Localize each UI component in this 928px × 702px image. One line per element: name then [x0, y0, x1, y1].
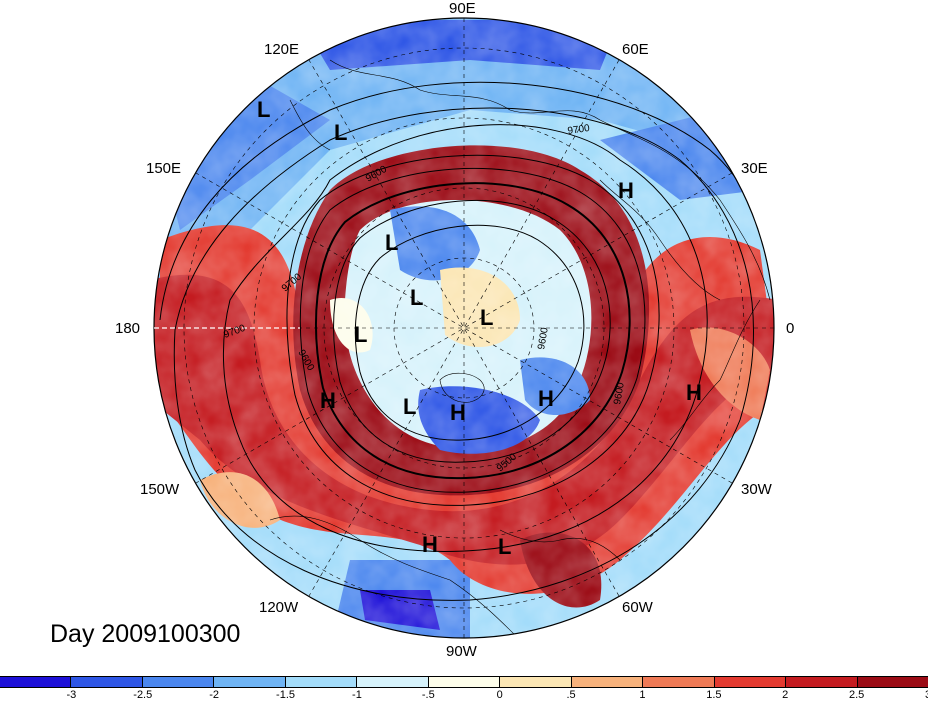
- longitude-label-30w: 30W: [741, 481, 772, 498]
- anomaly-field: [154, 18, 774, 638]
- colorbar-swatch: [786, 677, 858, 687]
- colorbar-swatch: [0, 677, 72, 687]
- colorbar-swatch: [643, 677, 715, 687]
- low-pressure-marker: L: [385, 230, 398, 255]
- colorbar-tick-label: -3: [66, 689, 77, 701]
- longitude-label-150w: 150W: [140, 481, 180, 498]
- longitude-label-180: 180: [115, 320, 141, 337]
- high-pressure-marker: H: [618, 178, 634, 203]
- low-pressure-marker: L: [410, 285, 423, 310]
- colorbar-swatch: [214, 677, 286, 687]
- high-pressure-marker: H: [686, 380, 702, 405]
- longitude-label-0: 0: [786, 320, 795, 337]
- colorbar-tick-label: -1: [352, 689, 362, 701]
- longitude-label-90w: 90W: [446, 643, 477, 660]
- low-pressure-marker: L: [257, 97, 270, 122]
- longitude-label-120e: 120E: [264, 41, 300, 58]
- colorbar-swatch: [857, 677, 928, 687]
- colorbar-tick-label: 0: [496, 689, 503, 701]
- contour-label: 9700: [567, 123, 591, 137]
- low-pressure-marker: L: [498, 534, 511, 559]
- colorbar: [0, 676, 928, 688]
- low-pressure-marker: L: [403, 394, 416, 419]
- longitude-label-150e: 150E: [146, 160, 182, 177]
- coastlines: [229, 59, 771, 638]
- low-pressure-marker: L: [334, 120, 347, 145]
- colorbar-tick-label: 2.5: [848, 689, 865, 701]
- date-title: Day 2009100300: [50, 620, 241, 648]
- colorbar-tick-label: -2: [209, 689, 220, 701]
- contour-label: 9600: [612, 381, 627, 405]
- colorbar-swatch: [357, 677, 429, 687]
- colorbar-tick-label: 3: [925, 689, 928, 701]
- high-pressure-marker: H: [320, 388, 336, 413]
- colorbar-swatch: [571, 677, 644, 687]
- high-pressure-marker: H: [450, 400, 466, 425]
- colorbar-swatch: [71, 677, 143, 687]
- colorbar-tick-label: -1.5: [276, 689, 296, 701]
- colorbar-swatch: [428, 677, 501, 687]
- colorbar-tick-label: .5: [566, 689, 576, 701]
- colorbar-tick-label: 2: [782, 689, 789, 701]
- colorbar-tick-label: 1.5: [706, 689, 722, 701]
- longitude-label-30e: 30E: [741, 160, 768, 177]
- colorbar-swatch: [285, 677, 358, 687]
- colorbar-swatch: [714, 677, 787, 687]
- longitude-label-60w: 60W: [622, 599, 653, 616]
- longitude-label-60e: 60E: [622, 41, 649, 58]
- high-pressure-marker: H: [422, 532, 438, 557]
- low-pressure-marker: L: [354, 322, 367, 347]
- high-pressure-marker: H: [538, 386, 554, 411]
- contour-label: 9600: [536, 326, 551, 350]
- colorbar-swatch: [142, 677, 215, 687]
- colorbar-swatch: [500, 677, 572, 687]
- pressure-markers: H H H H H H L L L L L L L L: [257, 97, 702, 559]
- colorbar-tick-label: -.5: [421, 689, 435, 701]
- colorbar-tick-label: -2.5: [133, 689, 153, 701]
- colorbar-tick-label: 1: [639, 689, 646, 701]
- longitude-label-90e: 90E: [449, 0, 476, 17]
- longitude-label-120w: 120W: [259, 599, 299, 616]
- polar-map: 9700 9600 9700 9700 9600 9600 9500 9600 …: [153, 17, 775, 639]
- low-pressure-marker: L: [480, 305, 493, 330]
